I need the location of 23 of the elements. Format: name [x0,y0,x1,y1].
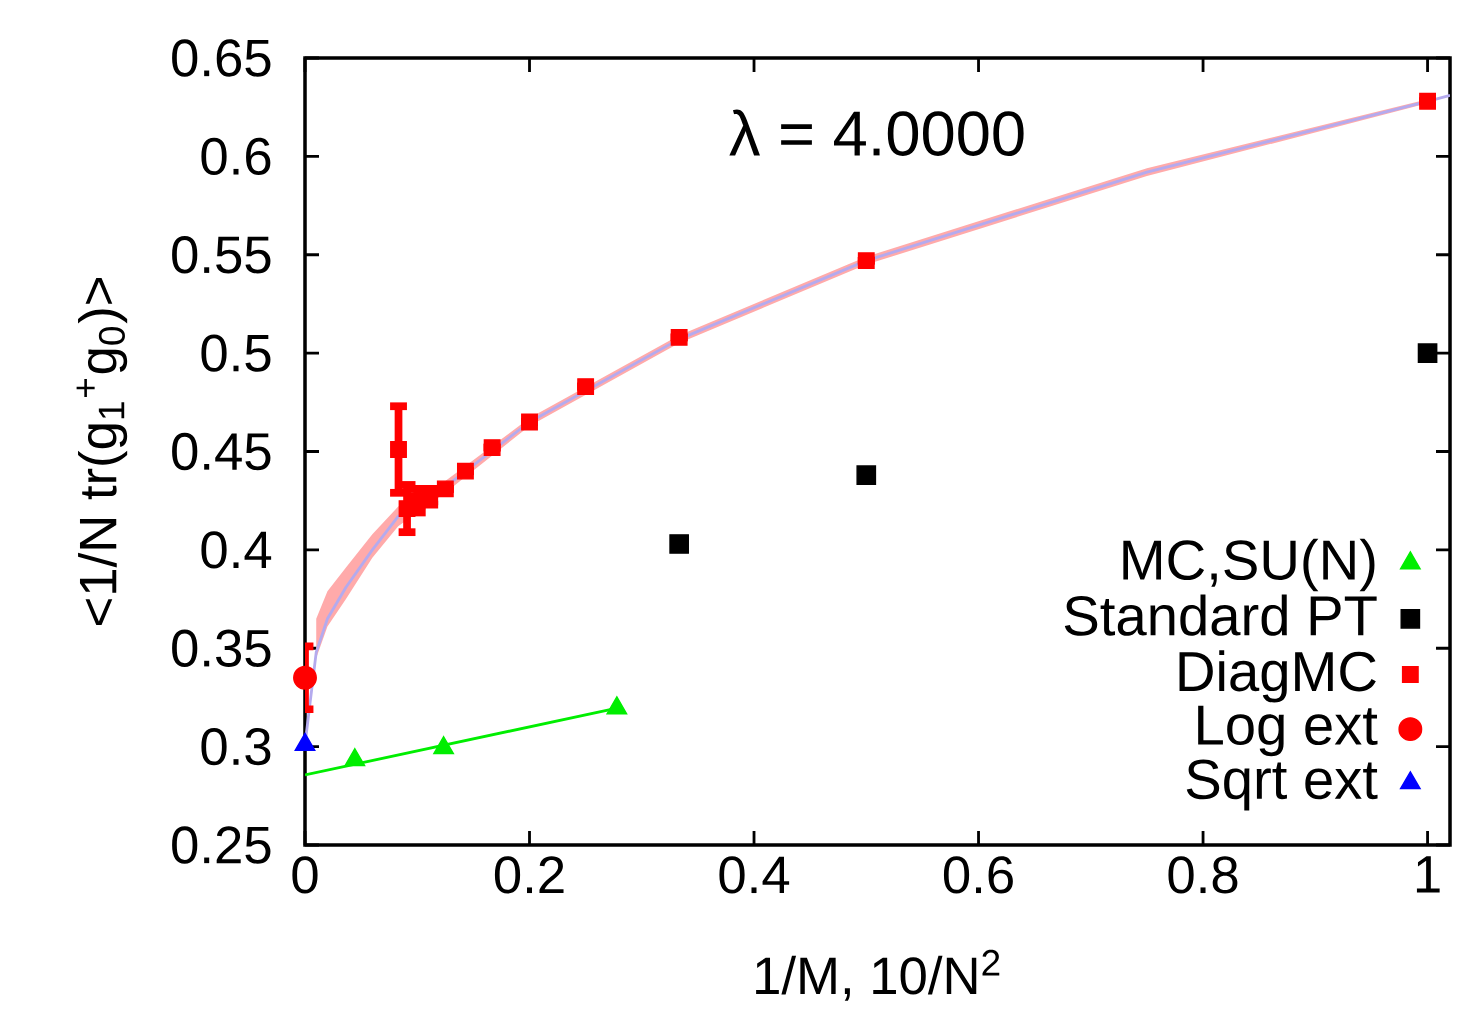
y-tick-label: 0.45 [172,432,271,471]
y-axis-title: <1/N tr(g$_{1}$$^{+}$g$_{0}$)> [76,278,128,625]
y-tick-label: 0.25 [172,826,271,864]
legend-label: Sqrt ext [1186,759,1378,811]
legend-label: Log ext [1198,705,1378,757]
legend-label: Standard PT [1064,594,1377,636]
y-tick-label: 0.65 [172,39,271,77]
legend-label: MC,SU(N) [1123,538,1375,592]
x-tick-label: 0 [292,856,318,894]
y-tick-label: 0.35 [172,629,271,667]
x-tick-label: 1 [1416,856,1440,893]
legend-label: DiagMC [1179,650,1376,703]
y-tick-label: 0.3 [201,727,271,766]
y-tick-label: 0.55 [172,236,271,274]
y-tick-label: 0.5 [201,334,271,372]
x-tick-label: 0.4 [719,856,790,894]
y-tick-label: 0.4 [201,531,272,569]
annotation: λ = 4.0000 [729,109,1024,156]
x-tick-label: 0.2 [494,856,564,894]
x-tick-label: 0.6 [943,856,1013,894]
x-axis-title: 1/M, 10/N$^{2}$ [756,949,1000,1001]
x-tick-label: 0.8 [1168,856,1238,894]
y-tick-label: 0.6 [201,137,271,176]
